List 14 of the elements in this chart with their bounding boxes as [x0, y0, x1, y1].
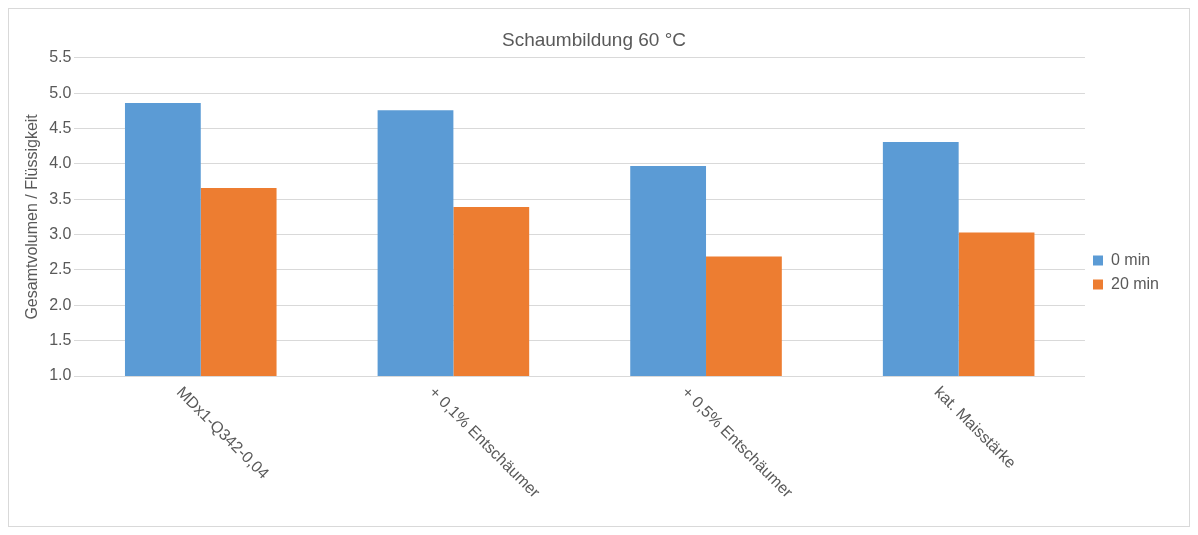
chart-title: Schaumbildung 60 °C: [502, 28, 686, 50]
y-tick-label: 2.5: [49, 260, 72, 278]
legend-label: 0 min: [1110, 250, 1151, 268]
legend-label: 20 min: [1110, 274, 1160, 292]
y-tick-label: 5.0: [49, 83, 72, 101]
y-tick-label: 4.5: [49, 118, 72, 136]
y-tick-label: 1.0: [49, 366, 72, 384]
y-tick-label: 1.5: [49, 331, 72, 349]
y-tick-label: 3.5: [49, 189, 72, 207]
y-tick-label: 5.5: [49, 48, 72, 66]
y-tick-label: 3.0: [49, 224, 72, 242]
y-tick-label: 4.0: [49, 154, 72, 172]
y-axis-title: Gesamtvolumen / Flüssigkeit: [23, 113, 41, 320]
y-tick-label: 2.0: [49, 295, 72, 313]
